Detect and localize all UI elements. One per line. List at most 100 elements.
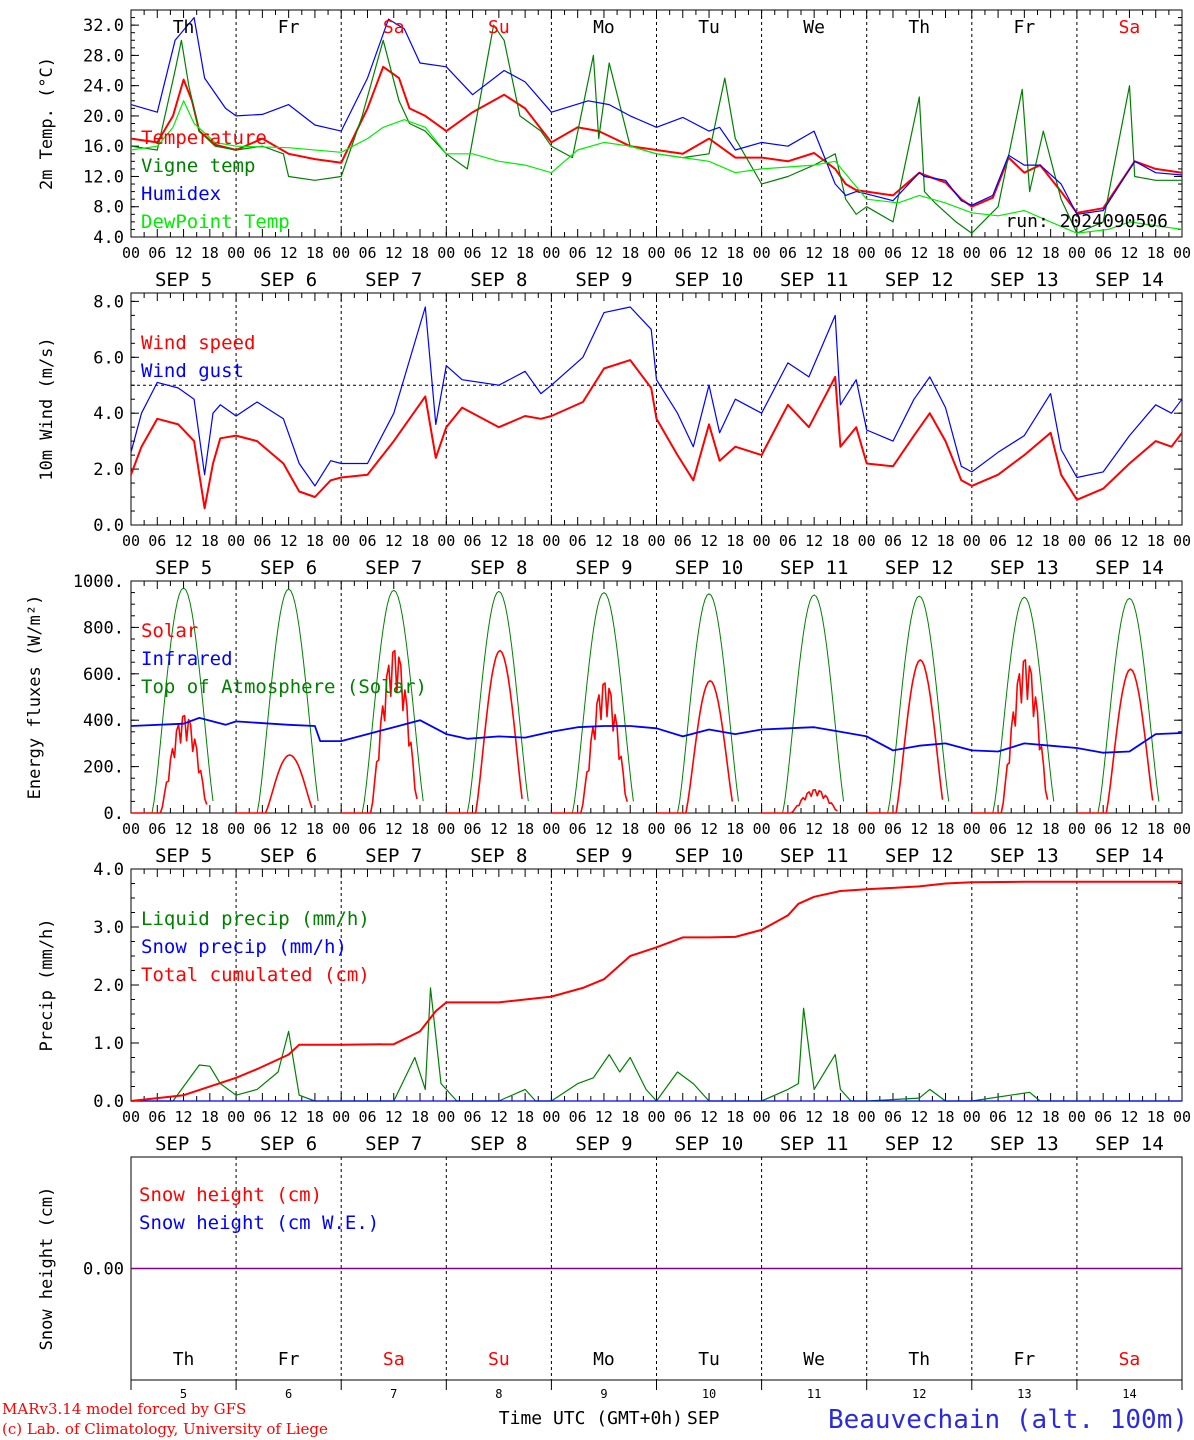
legend-entry: Snow height (cm W.E.) (139, 1212, 379, 1234)
solar-line (971, 659, 1049, 814)
x-hour-label: 12 (805, 1108, 823, 1126)
legend-entry: Total cumulated (cm) (141, 964, 370, 986)
x-hour-label: 18 (201, 1108, 219, 1126)
wind-gust-line (130, 306, 1183, 487)
x-date-label: SEP 14 (1095, 845, 1164, 867)
x-hour-label: 00 (1068, 1108, 1086, 1126)
legend-entry: Wind gust (141, 360, 244, 382)
x-date-label: SEP 12 (885, 1133, 954, 1155)
x-date-label: SEP 6 (260, 845, 317, 867)
x-day-number: 7 (390, 1387, 397, 1401)
x-hour-label: 18 (1042, 532, 1060, 550)
snow-panel: 0.00 Snow height (cm) Snow height (cm) Snow… (37, 1156, 1183, 1401)
x-hour-label: 12 (700, 532, 718, 550)
x-hour-label: 18 (411, 244, 429, 262)
x-hour-label: 18 (621, 244, 639, 262)
x-hour-label: 00 (858, 1108, 876, 1126)
x-hour-label: 12 (595, 244, 613, 262)
y-tick-label: 800. (83, 618, 124, 638)
x-hour-label: 12 (1120, 244, 1138, 262)
weekday-label: Fr (278, 1349, 300, 1370)
weekday-label: Fr (1014, 1349, 1036, 1370)
x-hour-label: 00 (437, 244, 455, 262)
x-date-label: SEP 9 (575, 557, 632, 579)
x-hour-label: 06 (358, 244, 376, 262)
x-hour-label: 06 (779, 1108, 797, 1126)
weekday-label: Th (173, 17, 195, 38)
toa-solar-line (341, 589, 424, 814)
y-tick-label: 24.0 (83, 77, 124, 97)
x-hour-label: 00 (437, 820, 455, 838)
x-hour-label: 12 (805, 532, 823, 550)
x-hour-label: 06 (253, 820, 271, 838)
x-hour-label: 06 (674, 532, 692, 550)
x-hour-label: 12 (385, 1108, 403, 1126)
x-hour-label: 12 (595, 1108, 613, 1126)
x-date-label: SEP 8 (470, 269, 527, 291)
x-hour-label: 00 (963, 244, 981, 262)
y-tick-label: 4.0 (93, 404, 124, 424)
x-day-number: 6 (285, 1387, 292, 1401)
x-hour-label: 12 (595, 532, 613, 550)
wind-speed-line (130, 359, 1183, 510)
x-hour-label: 06 (358, 1108, 376, 1126)
x-hour-label: 06 (989, 820, 1007, 838)
x-hour-label: 12 (385, 244, 403, 262)
weekday-label: Tu (698, 1349, 720, 1370)
x-hour-label: 18 (516, 244, 534, 262)
solar-line (761, 788, 838, 814)
x-hour-label: 18 (726, 1108, 744, 1126)
x-hour-label: 06 (884, 532, 902, 550)
x-hour-label: 06 (569, 532, 587, 550)
x-hour-label: 06 (464, 820, 482, 838)
toa-solar-line (866, 595, 950, 814)
weekday-label: Sa (383, 1349, 405, 1370)
x-date-label: SEP 10 (675, 1133, 744, 1155)
solar-line (866, 659, 944, 814)
x-day-number: 8 (495, 1387, 502, 1401)
x-hour-label: 18 (1147, 1108, 1165, 1126)
x-date-label: SEP 14 (1095, 557, 1164, 579)
x-hour-label: 18 (621, 820, 639, 838)
y-tick-label: 0.0 (93, 516, 124, 536)
x-hour-label: 18 (726, 532, 744, 550)
y-tick-label: 4.0 (93, 228, 124, 248)
x-day-number: 14 (1122, 1387, 1136, 1401)
x-date-label: SEP 8 (470, 557, 527, 579)
x-hour-label: 00 (332, 820, 350, 838)
y-tick-label: 0. (104, 804, 124, 824)
x-hour-label: 06 (884, 1108, 902, 1126)
x-date-label: SEP 11 (780, 845, 849, 867)
x-hour-label: 06 (253, 244, 271, 262)
precip-ylabel: Precip (mm/h) (37, 918, 57, 1051)
x-hour-label: 18 (306, 244, 324, 262)
footer-lab: (c) Lab. of Climatology, University of L… (2, 1420, 328, 1438)
x-hour-label: 00 (858, 244, 876, 262)
x-hour-label: 12 (280, 244, 298, 262)
y-tick-label: 2.0 (93, 976, 124, 996)
x-day-number: 5 (180, 1387, 187, 1401)
y-tick-label: 8.0 (93, 198, 124, 218)
legend-entry: Snow precip (mm/h) (141, 936, 347, 958)
x-hour-label: 00 (122, 244, 140, 262)
snow-ylabel: Snow height (cm) (37, 1187, 57, 1351)
x-axis-month-suffix: SEP (687, 1408, 720, 1429)
toa-solar-line (656, 593, 739, 814)
weekday-label: Tu (698, 17, 720, 38)
x-hour-label: 00 (753, 244, 771, 262)
x-hour-label: 18 (831, 1108, 849, 1126)
y-tick-label: 28.0 (83, 46, 124, 66)
toa-solar-line (761, 594, 845, 814)
x-hour-label: 00 (542, 820, 560, 838)
x-hour-label: 00 (1173, 532, 1191, 550)
x-hour-label: 00 (437, 1108, 455, 1126)
x-hour-label: 12 (280, 532, 298, 550)
solar-line (551, 682, 628, 814)
x-hour-label: 00 (227, 820, 245, 838)
x-hour-label: 00 (542, 532, 560, 550)
x-hour-label: 12 (280, 1108, 298, 1126)
x-date-label: SEP 5 (155, 269, 212, 291)
solar-line (446, 649, 523, 814)
x-hour-label: 12 (175, 532, 193, 550)
x-hour-label: 06 (464, 1108, 482, 1126)
